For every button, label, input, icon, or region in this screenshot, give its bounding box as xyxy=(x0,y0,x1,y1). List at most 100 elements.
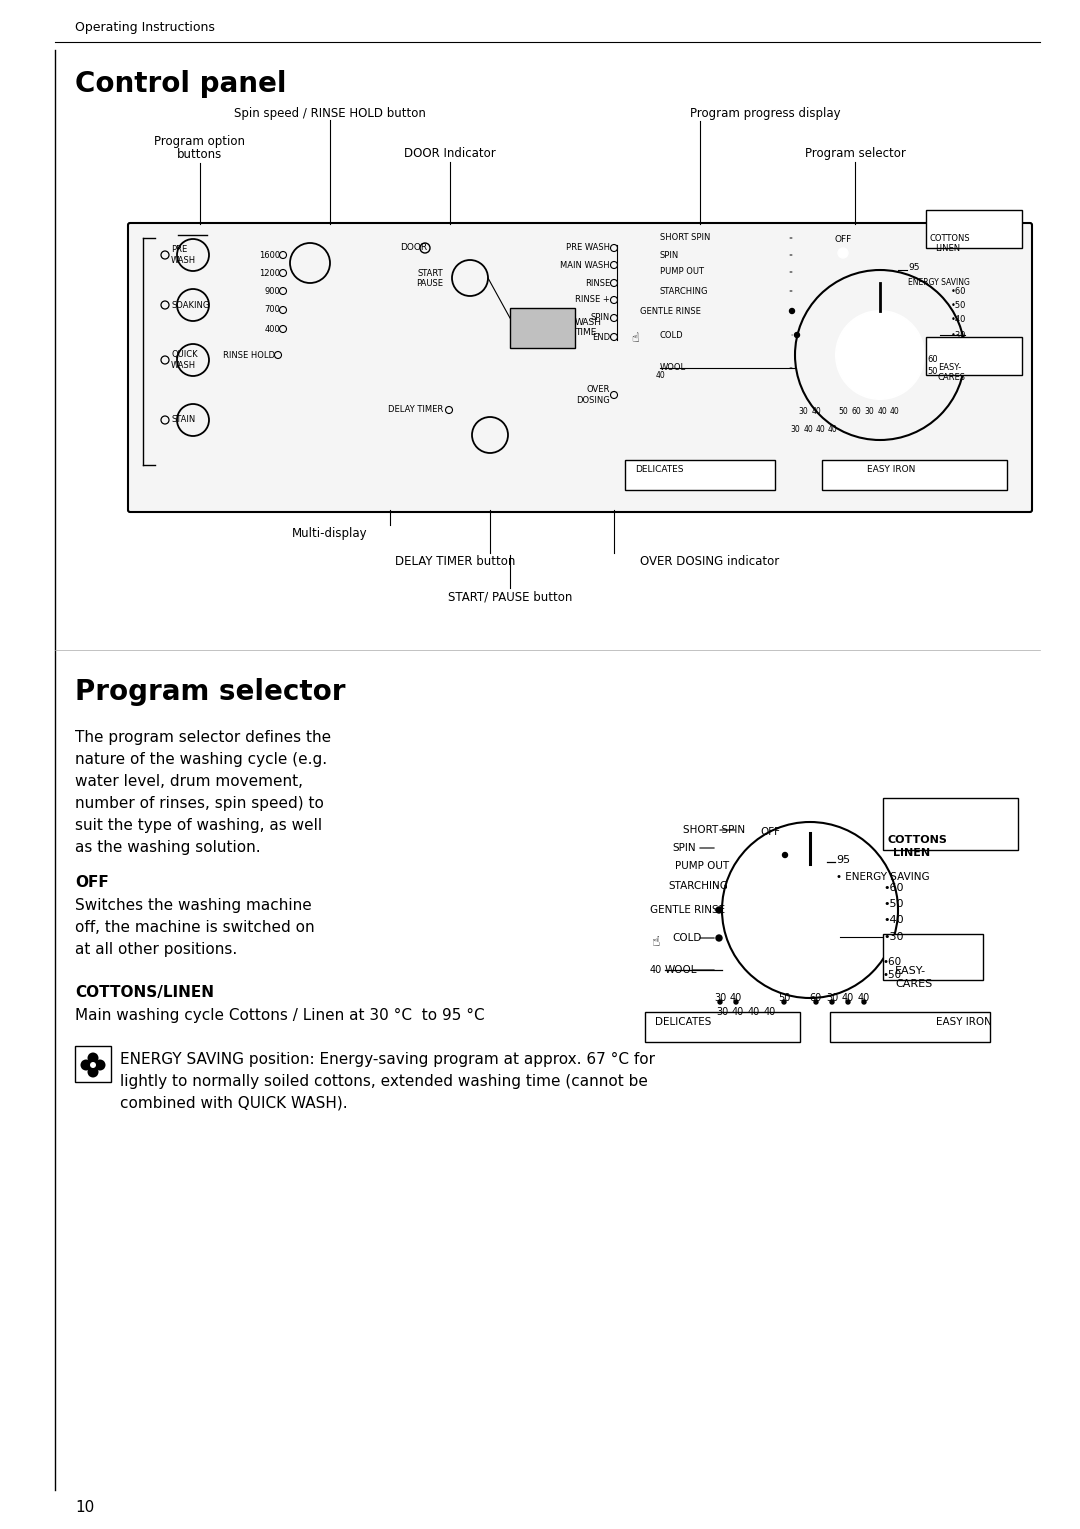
Bar xyxy=(926,336,1022,375)
Text: lightly to normally soiled cottons, extended washing time (cannot be: lightly to normally soiled cottons, exte… xyxy=(120,1073,648,1089)
Text: 40: 40 xyxy=(747,1008,760,1017)
Text: PUMP OUT: PUMP OUT xyxy=(675,861,729,872)
Bar xyxy=(883,798,1018,850)
Text: DELAY TIMER button: DELAY TIMER button xyxy=(395,555,515,567)
Text: 30: 30 xyxy=(864,408,874,416)
Text: nature of the washing cycle (e.g.: nature of the washing cycle (e.g. xyxy=(75,752,327,768)
Text: DOOR: DOOR xyxy=(400,243,427,252)
Text: START: START xyxy=(417,269,443,278)
Text: SHORT SPIN: SHORT SPIN xyxy=(683,826,745,835)
Text: Switches the washing machine: Switches the washing machine xyxy=(75,898,312,913)
Text: Program option: Program option xyxy=(154,135,245,148)
Text: RINSE: RINSE xyxy=(584,278,610,287)
Text: WOOL: WOOL xyxy=(660,364,686,373)
Text: Main washing cycle Cottons / Linen at 30 °C  to 95 °C: Main washing cycle Cottons / Linen at 30… xyxy=(75,1008,485,1023)
Text: 40: 40 xyxy=(842,992,854,1003)
Text: 400: 400 xyxy=(265,324,280,333)
Text: COTTONS/LINEN: COTTONS/LINEN xyxy=(75,985,214,1000)
Text: 30: 30 xyxy=(714,992,726,1003)
Text: •50: •50 xyxy=(950,301,966,310)
Text: DELICATES: DELICATES xyxy=(654,1017,712,1027)
Text: OFF: OFF xyxy=(835,235,852,245)
Text: DELICATES: DELICATES xyxy=(635,465,684,474)
Text: combined with QUICK WASH).: combined with QUICK WASH). xyxy=(120,1096,348,1112)
Text: 900: 900 xyxy=(265,286,280,295)
Circle shape xyxy=(95,1060,106,1070)
Text: OFF: OFF xyxy=(75,875,109,890)
Text: 40: 40 xyxy=(650,965,662,976)
Text: 700: 700 xyxy=(265,306,280,315)
Text: 40: 40 xyxy=(764,1008,777,1017)
Text: •60: •60 xyxy=(950,287,966,297)
Text: EASY IRON: EASY IRON xyxy=(936,1017,993,1027)
Circle shape xyxy=(87,1052,98,1064)
Text: MAIN WASH: MAIN WASH xyxy=(561,260,610,269)
Circle shape xyxy=(831,1000,834,1005)
Text: CARES: CARES xyxy=(939,373,966,382)
Circle shape xyxy=(846,1000,850,1005)
Text: LINEN: LINEN xyxy=(893,849,930,858)
Text: 40: 40 xyxy=(730,992,742,1003)
Text: DOOR Indicator: DOOR Indicator xyxy=(404,147,496,161)
Circle shape xyxy=(734,1000,738,1005)
Text: Program progress display: Program progress display xyxy=(690,107,840,119)
Text: ☝: ☝ xyxy=(652,936,661,950)
Text: 40: 40 xyxy=(858,992,870,1003)
Text: STARCHING: STARCHING xyxy=(660,286,708,295)
Text: COTTONS: COTTONS xyxy=(888,835,948,846)
Text: 40: 40 xyxy=(656,370,665,379)
Text: PUMP OUT: PUMP OUT xyxy=(660,268,704,277)
Text: •60: •60 xyxy=(883,884,904,893)
Text: 1600: 1600 xyxy=(259,251,280,260)
Text: 50: 50 xyxy=(778,992,791,1003)
Circle shape xyxy=(862,1000,866,1005)
Text: •40: •40 xyxy=(883,914,904,925)
Text: number of rinses, spin speed) to: number of rinses, spin speed) to xyxy=(75,797,324,810)
Text: 30: 30 xyxy=(716,1008,728,1017)
Circle shape xyxy=(795,332,799,338)
Text: 30: 30 xyxy=(798,408,808,416)
Text: ENERGY SAVING position: Energy-saving program at approx. 67 °C for: ENERGY SAVING position: Energy-saving pr… xyxy=(120,1052,654,1067)
Text: STARCHING: STARCHING xyxy=(669,881,728,891)
Text: LINEN: LINEN xyxy=(935,245,960,252)
Text: at all other positions.: at all other positions. xyxy=(75,942,238,957)
Text: PRE WASH: PRE WASH xyxy=(566,243,610,252)
Bar xyxy=(510,307,575,349)
Bar xyxy=(883,934,983,980)
Text: Operating Instructions: Operating Instructions xyxy=(75,20,215,34)
Text: OVER
DOSING: OVER DOSING xyxy=(577,385,610,405)
Text: PRE
WASH: PRE WASH xyxy=(171,245,197,265)
Text: SPIN: SPIN xyxy=(591,313,610,323)
Text: GENTLE RINSE: GENTLE RINSE xyxy=(640,306,701,315)
Text: Program selector: Program selector xyxy=(805,147,905,161)
Text: 10: 10 xyxy=(75,1500,94,1515)
Text: 95: 95 xyxy=(908,263,919,272)
Text: WASH
TIME: WASH TIME xyxy=(575,318,602,338)
Text: DELAY TIMER: DELAY TIMER xyxy=(388,405,443,414)
Bar xyxy=(831,1012,990,1041)
Circle shape xyxy=(87,1067,98,1078)
Text: 40: 40 xyxy=(804,425,813,434)
Text: Control panel: Control panel xyxy=(75,70,286,98)
Circle shape xyxy=(838,248,848,258)
Text: SPIN: SPIN xyxy=(672,842,696,853)
Text: OFF: OFF xyxy=(760,827,780,836)
Text: 40: 40 xyxy=(732,1008,744,1017)
Text: RINSE +: RINSE + xyxy=(576,295,610,304)
Text: 30: 30 xyxy=(826,992,838,1003)
Text: suit the type of washing, as well: suit the type of washing, as well xyxy=(75,818,322,833)
Text: 40: 40 xyxy=(877,408,887,416)
Text: STAIN: STAIN xyxy=(171,416,195,425)
Text: 50: 50 xyxy=(838,408,848,416)
Text: •50: •50 xyxy=(883,899,904,910)
Text: •30: •30 xyxy=(950,330,966,339)
Circle shape xyxy=(90,1063,96,1067)
Text: START/ PAUSE button: START/ PAUSE button xyxy=(448,590,572,602)
FancyBboxPatch shape xyxy=(129,223,1032,512)
Text: RINSE HOLD: RINSE HOLD xyxy=(222,350,275,359)
Text: 30: 30 xyxy=(791,425,800,434)
Circle shape xyxy=(783,853,787,858)
Text: Program selector: Program selector xyxy=(75,677,346,706)
Circle shape xyxy=(765,864,855,956)
Text: GENTLE RINSE: GENTLE RINSE xyxy=(650,905,725,914)
